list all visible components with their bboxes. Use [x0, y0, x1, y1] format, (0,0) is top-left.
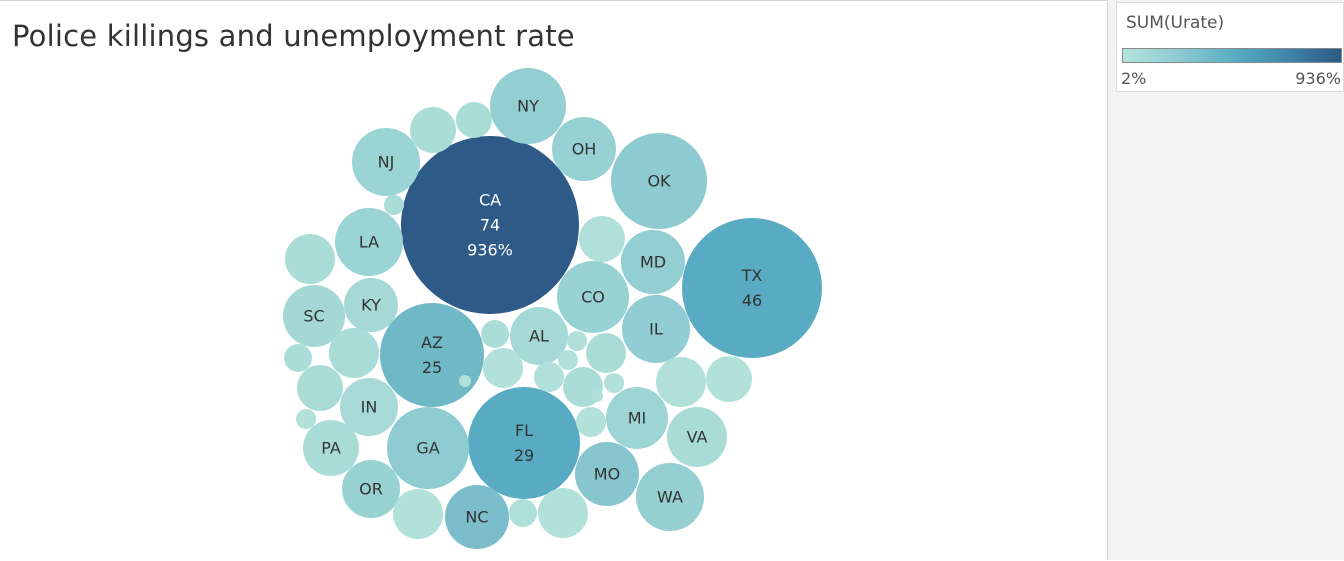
bubble-nc[interactable]: [445, 485, 509, 549]
bubble-or[interactable]: [342, 460, 400, 518]
bubble-unlabeled[interactable]: [296, 409, 316, 429]
bubble-label-state: GA: [416, 439, 439, 458]
color-legend[interactable]: SUM(Urate) 2% 936%: [1116, 2, 1344, 92]
bubble-label-state: NY: [517, 97, 539, 116]
chart-title: Police killings and unemployment rate: [12, 19, 575, 53]
bubble-unlabeled[interactable]: [329, 328, 379, 378]
bubble-fl[interactable]: [468, 387, 580, 499]
bubble-ga[interactable]: [387, 407, 469, 489]
bubble-unlabeled[interactable]: [284, 344, 312, 372]
bubble-label-state: TX: [741, 266, 763, 285]
bubble-unlabeled[interactable]: [384, 195, 404, 215]
sidebar-pane: SUM(Urate) 2% 936%: [1107, 0, 1344, 560]
bubble-label-urate: 936%: [467, 241, 513, 260]
bubble-unlabeled[interactable]: [297, 365, 343, 411]
bubble-label-state: VA: [687, 428, 708, 447]
bubble-ok[interactable]: [611, 133, 707, 229]
bubble-label-state: PA: [321, 439, 341, 458]
bubble-unlabeled[interactable]: [656, 357, 706, 407]
bubble-label-state: LA: [359, 233, 379, 252]
bubble-unlabeled[interactable]: [567, 331, 587, 351]
bubble-la[interactable]: [335, 208, 403, 276]
bubble-ky[interactable]: [344, 278, 398, 332]
bubble-label-state: KY: [361, 296, 381, 315]
bubble-label-state: FL: [515, 421, 533, 440]
bubble-label-state: OR: [359, 480, 383, 499]
bubble-mo[interactable]: [575, 442, 639, 506]
bubble-label-state: MI: [628, 409, 647, 428]
bubble-label-killings: 25: [422, 358, 442, 377]
bubble-label-state: WA: [657, 488, 683, 507]
bubble-label-state: NJ: [378, 153, 395, 172]
bubble-unlabeled[interactable]: [483, 348, 523, 388]
bubble-unlabeled[interactable]: [591, 390, 603, 402]
bubble-label-state: AL: [529, 327, 549, 346]
bubble-pa[interactable]: [303, 420, 359, 476]
bubble-label-state: IN: [361, 398, 378, 417]
bubble-mi[interactable]: [606, 387, 668, 449]
bubble-unlabeled[interactable]: [576, 407, 606, 437]
bubble-unlabeled[interactable]: [706, 356, 752, 402]
bubble-al[interactable]: [510, 307, 568, 365]
bubble-label-state: OH: [572, 140, 597, 159]
bubble-label-state: NC: [465, 508, 488, 527]
bubble-unlabeled[interactable]: [459, 375, 471, 387]
bubble-co[interactable]: [557, 261, 629, 333]
bubble-label-state: CA: [479, 191, 501, 210]
bubble-unlabeled[interactable]: [534, 362, 564, 392]
legend-color-ramp: [1122, 48, 1342, 63]
bubble-nj[interactable]: [352, 128, 420, 196]
bubble-unlabeled[interactable]: [579, 216, 625, 262]
bubble-label-state: MO: [594, 465, 620, 484]
bubble-md[interactable]: [621, 230, 685, 294]
bubble-sc[interactable]: [283, 285, 345, 347]
bubble-in[interactable]: [340, 378, 398, 436]
bubble-unlabeled[interactable]: [393, 489, 443, 539]
bubble-az[interactable]: [380, 303, 484, 407]
bubble-label-state: MD: [640, 253, 666, 272]
bubble-label-state: SC: [303, 307, 324, 326]
bubble-unlabeled[interactable]: [604, 373, 624, 393]
bubble-il[interactable]: [622, 295, 690, 363]
bubble-label-state: AZ: [421, 333, 443, 352]
bubble-label-state: OK: [647, 172, 671, 191]
bubble-unlabeled[interactable]: [285, 234, 335, 284]
bubble-label-killings: 74: [480, 216, 500, 235]
bubble-unlabeled[interactable]: [410, 107, 456, 153]
bubble-ca[interactable]: [401, 136, 579, 314]
bubble-unlabeled[interactable]: [509, 499, 537, 527]
bubble-unlabeled[interactable]: [586, 333, 626, 373]
bubble-chart[interactable]: CA 74 936% TX 46 FL 29 AZ 25 OK GA NY NC MO CO WA IL MD NJ…: [0, 1, 1107, 561]
bubble-va[interactable]: [667, 407, 727, 467]
bubble-label-killings: 46: [742, 291, 762, 310]
legend-max-label: 936%: [1295, 69, 1341, 88]
legend-min-label: 2%: [1121, 69, 1147, 88]
bubble-label-killings: 29: [514, 446, 534, 465]
bubble-tx[interactable]: [682, 218, 822, 358]
bubble-unlabeled[interactable]: [558, 350, 578, 370]
bubble-unlabeled[interactable]: [456, 102, 492, 138]
bubble-label-state: CO: [581, 288, 605, 307]
bubble-ny[interactable]: [490, 68, 566, 144]
viz-pane: Police killings and unemployment rate CA…: [0, 0, 1107, 561]
legend-title: SUM(Urate): [1126, 13, 1225, 33]
bubble-wa[interactable]: [636, 463, 704, 531]
bubble-oh[interactable]: [552, 117, 616, 181]
bubble-unlabeled[interactable]: [538, 488, 588, 538]
bubble-label-state: IL: [649, 320, 663, 339]
bubble-unlabeled[interactable]: [481, 320, 509, 348]
